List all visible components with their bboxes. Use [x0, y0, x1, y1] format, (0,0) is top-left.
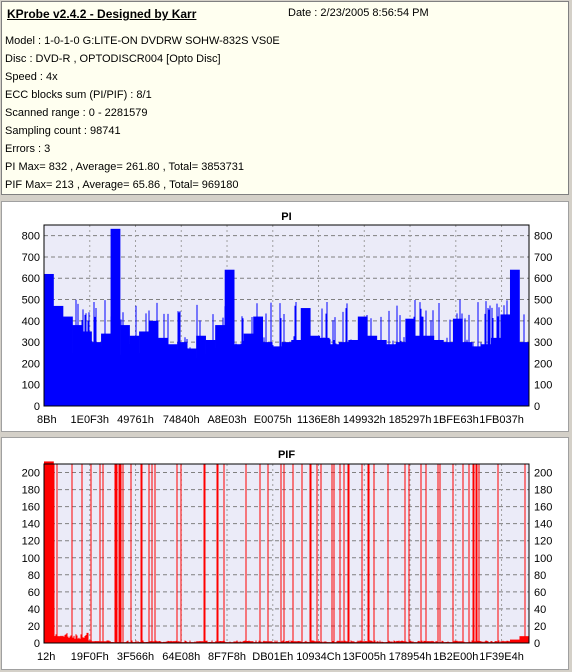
pi-bar — [253, 316, 264, 406]
pif-ytick-label-right: 140 — [534, 519, 552, 531]
pif-bar — [452, 641, 463, 643]
pif-ytick-label-right: 200 — [534, 468, 552, 480]
pif-summary: PIF Max= 213 , Average= 65.86 , Total= 9… — [5, 179, 239, 191]
pif-bar — [148, 641, 159, 643]
sampling-count-info: Sampling count : 98741 — [5, 125, 121, 137]
pif-bar — [509, 639, 520, 643]
pi-xtick-label: E0075h — [254, 414, 292, 426]
ecc-blocks-info: ECC blocks sum (PI/PIF) : 8/1 — [5, 89, 152, 101]
pif-bar — [424, 641, 435, 643]
pi-xtick-label: 1BFE63h — [433, 414, 479, 426]
pif-chart: PIF 0 0 20 20 40 40 60 60 80 80 100 100 120 120 140 140 1… — [22, 449, 553, 663]
pif-ytick-label-left: 120 — [22, 536, 40, 548]
pi-xtick-label: 1FB037h — [479, 414, 524, 426]
pi-axis-frame — [43, 224, 530, 407]
pif-xtick-label: 19F0Fh — [71, 651, 109, 663]
pi-xtick-label: 149932h — [343, 414, 386, 426]
errors-info: Errors : 3 — [5, 143, 51, 155]
pif-xtick-label: 8F7F8h — [208, 651, 246, 663]
pif-xtick-label: DB01Eh — [252, 651, 293, 663]
pi-chart: PI 0 0 100 100 200 200 300 300 400 400 500 500 600 600… — [22, 211, 553, 426]
pif-ytick-label-left: 0 — [34, 638, 40, 650]
pif-bar — [357, 641, 368, 643]
pif-ytick-label-left: 80 — [28, 570, 40, 582]
model-info: Model : 1-0-1-0 G:LITE-ON DVDRW SOHW-832… — [5, 35, 280, 47]
pi-ytick-label-left: 500 — [22, 295, 40, 307]
app-title: KProbe v2.4.2 - Designed by Karr — [7, 7, 197, 21]
pi-ytick-label-right: 300 — [534, 337, 552, 349]
pi-ytick-label-left: 0 — [34, 401, 40, 413]
pif-xtick-label: 13F005h — [343, 651, 386, 663]
pi-ytick-label-left: 700 — [22, 252, 40, 264]
pi-chart-title: PI — [281, 211, 291, 223]
pif-xtick-label: 1B2E00h — [433, 651, 478, 663]
speed-info: Speed : 4x — [5, 71, 58, 83]
info-panel: KProbe v2.4.2 - Designed by Karr Date : … — [1, 1, 569, 195]
pif-xtick-label: 1F39E4h — [479, 651, 524, 663]
scan-date: Date : 2/23/2005 8:56:54 PM — [288, 7, 429, 19]
pi-ytick-label-right: 500 — [534, 295, 552, 307]
pi-ytick-label-left: 400 — [22, 316, 40, 328]
pif-ytick-label-left: 100 — [22, 553, 40, 565]
pi-bar — [224, 269, 235, 406]
pi-chart-panel: PI 0 0 100 100 200 200 300 300 400 400 500 500 600 600… — [1, 201, 569, 432]
pif-xtick-label: 3F566h — [117, 651, 154, 663]
pi-ytick-label-left: 600 — [22, 273, 40, 285]
pif-bar — [519, 636, 530, 643]
pi-ytick-label-right: 0 — [534, 401, 540, 413]
pi-ytick-label-right: 200 — [534, 358, 552, 370]
pif-bar — [310, 641, 321, 643]
pif-ytick-label-left: 20 — [28, 621, 40, 633]
pi-ytick-label-right: 700 — [534, 252, 552, 264]
pif-bar — [101, 641, 111, 643]
disc-info: Disc : DVD-R , OPTODISCR004 [Opto Disc] — [5, 53, 221, 65]
pif-ytick-label-left: 200 — [22, 468, 40, 480]
pi-ytick-label-right: 400 — [534, 316, 552, 328]
pif-xtick-label: 10934Ch — [296, 651, 341, 663]
pif-xtick-label: 12h — [37, 651, 55, 663]
pif-ytick-label-right: 0 — [534, 638, 540, 650]
pif-chart-panel: PIF 0 0 20 20 40 40 60 60 80 80 100 100 120 120 140 140 1… — [1, 437, 569, 670]
pif-ytick-label-right: 80 — [534, 570, 546, 582]
pi-xtick-label: 1E0F3h — [70, 414, 109, 426]
pif-ytick-label-right: 20 — [534, 621, 546, 633]
pi-ytick-label-right: 100 — [534, 380, 552, 392]
pif-ytick-label-right: 180 — [534, 485, 552, 497]
pif-ytick-label-right: 40 — [534, 604, 546, 616]
pif-xtick-label: 178954h — [389, 651, 432, 663]
pi-xtick-label: 49761h — [117, 414, 154, 426]
pi-summary: PI Max= 832 , Average= 261.80 , Total= 3… — [5, 161, 245, 173]
pi-ytick-label-left: 100 — [22, 380, 40, 392]
pi-ytick-label-right: 800 — [534, 231, 552, 243]
pif-ytick-label-left: 60 — [28, 587, 40, 599]
pi-ytick-label-right: 600 — [534, 273, 552, 285]
pi-bar — [148, 320, 159, 406]
pif-axis-frame — [43, 463, 530, 644]
pif-ytick-label-right: 60 — [534, 587, 546, 599]
pif-ytick-label-right: 100 — [534, 553, 552, 565]
pi-bar — [509, 269, 520, 406]
pi-bar — [110, 228, 121, 406]
pif-ytick-label-left: 40 — [28, 604, 40, 616]
pi-xtick-label: A8E03h — [207, 414, 246, 426]
pif-ytick-label-right: 120 — [534, 536, 552, 548]
pi-ytick-label-left: 300 — [22, 337, 40, 349]
pi-ytick-label-left: 200 — [22, 358, 40, 370]
pi-xtick-label: 8Bh — [37, 414, 57, 426]
pif-bar — [44, 461, 54, 643]
pi-xtick-label: 185297h — [389, 414, 432, 426]
pi-xtick-label: 1136E8h — [297, 414, 340, 426]
pif-xtick-label: 64E08h — [162, 651, 200, 663]
pif-bar — [291, 641, 302, 643]
pi-ytick-label-left: 800 — [22, 231, 40, 243]
pif-ytick-label-left: 160 — [22, 502, 40, 514]
pi-xtick-label: 74840h — [163, 414, 200, 426]
scanned-range-info: Scanned range : 0 - 2281579 — [5, 107, 148, 119]
pif-ytick-label-right: 160 — [534, 502, 552, 514]
pif-ytick-label-left: 180 — [22, 485, 40, 497]
pif-ytick-label-left: 140 — [22, 519, 40, 531]
pif-chart-title: PIF — [278, 449, 295, 461]
